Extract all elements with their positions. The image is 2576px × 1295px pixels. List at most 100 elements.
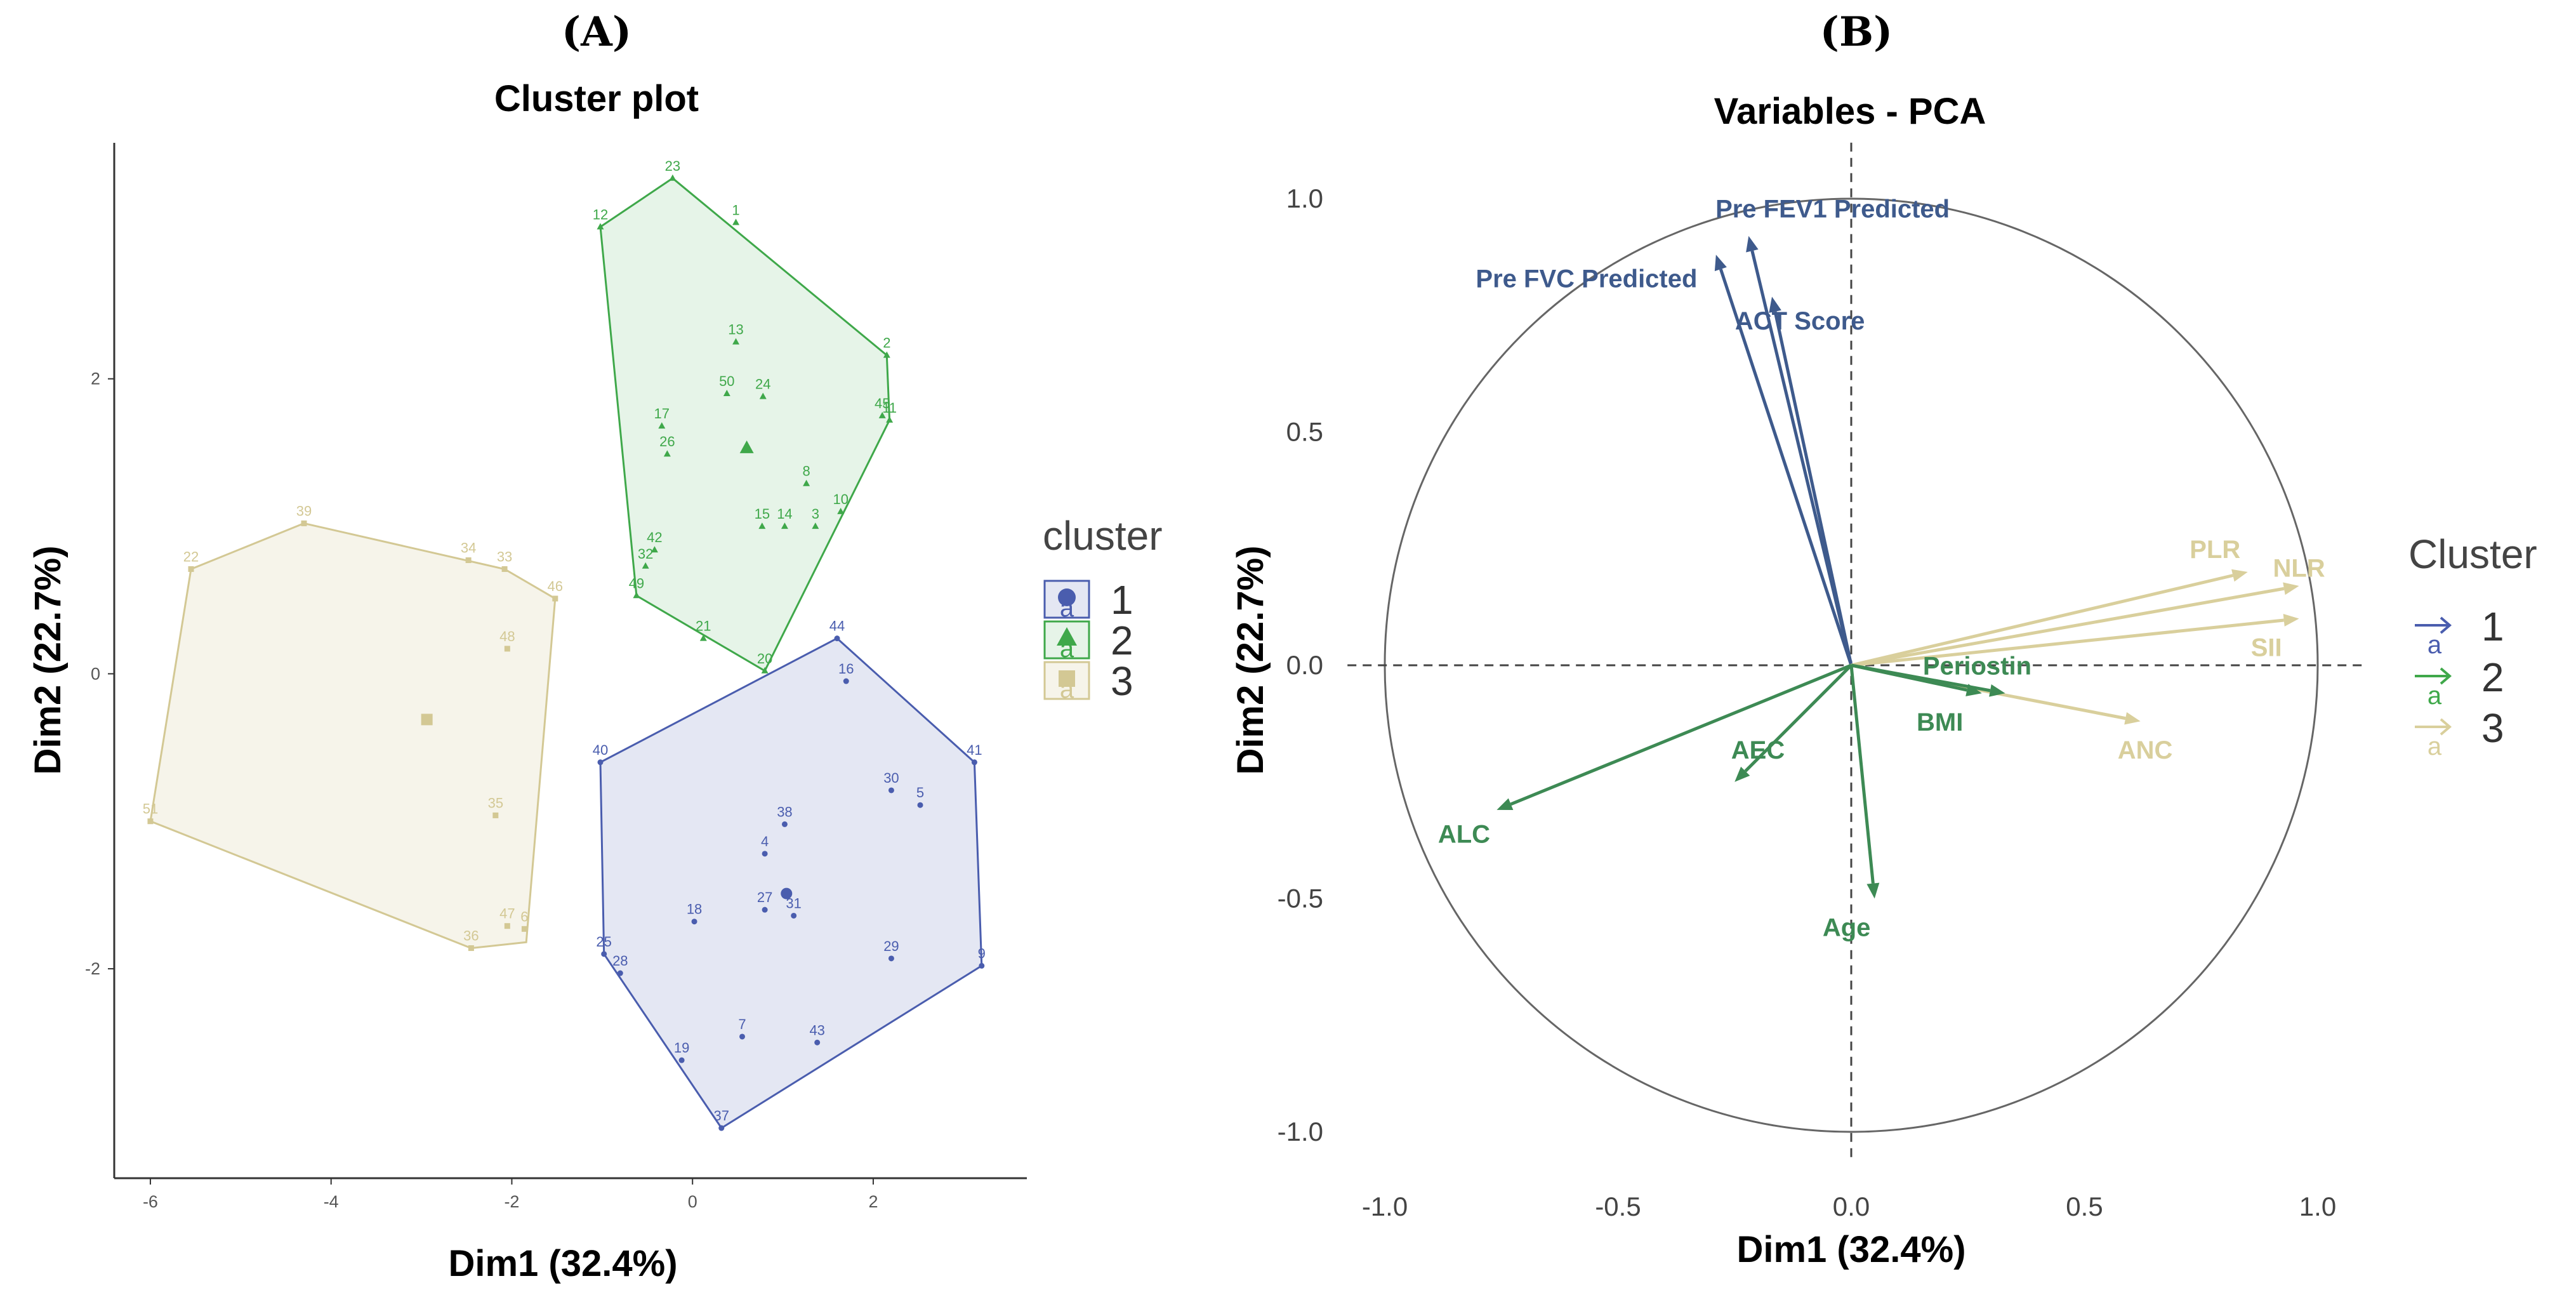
data-point: [732, 218, 740, 225]
y-tick-label: 0.5: [1286, 417, 1323, 447]
data-point: [504, 923, 510, 929]
data-point: [971, 759, 977, 766]
point-label: 45: [875, 395, 890, 411]
data-point: [758, 522, 766, 529]
y-tick-label: 0: [91, 664, 100, 683]
arrowhead-sii: [2283, 614, 2299, 627]
legend-title-a: cluster: [1043, 513, 1163, 559]
point-label: 18: [687, 901, 702, 917]
variable-label-pre-fvc-predicted: Pre FVC Predicted: [1476, 265, 1697, 293]
data-point: [739, 1033, 746, 1040]
legend-title-b: Cluster: [2408, 531, 2537, 577]
point-label: 23: [665, 158, 680, 174]
point-label: 6: [520, 908, 528, 924]
point-label: 27: [757, 889, 772, 905]
arrowhead-bmi: [1965, 684, 1982, 696]
data-point: [781, 821, 788, 827]
arrow-act-score: [1773, 311, 1853, 666]
data-point: [888, 955, 894, 962]
variable-label-act-score: ACT Score: [1735, 307, 1865, 335]
arrowhead-age: [1866, 882, 1880, 899]
legend-key-text: a: [1060, 635, 1074, 663]
data-point: [669, 174, 677, 181]
arrowhead-pre-fev1-predicted: [1746, 236, 1759, 253]
data-point: [834, 635, 840, 642]
data-point: [642, 562, 649, 569]
x-tick-label: 0: [688, 1192, 697, 1211]
pca-variables-panel: (B) Variables - PCA -1.0 -0.5 0.0 0.5 1.0 1.0…: [1230, 8, 2537, 1270]
legend-arrowhead-2: [2440, 667, 2452, 685]
data-point: [718, 1125, 725, 1131]
data-point: [761, 667, 769, 674]
variable-arrows: Pre FEV1 Predicted Pre FVC Predicted ACT S…: [1438, 195, 2325, 941]
arrowhead-anc: [2124, 712, 2141, 725]
point-label: 20: [757, 651, 772, 667]
legend-key-text: a: [2427, 631, 2442, 659]
x-tick-label: 1.0: [2299, 1192, 2336, 1221]
legend-marker-3: [1059, 670, 1075, 687]
variable-label-sii: SII: [2251, 634, 2282, 661]
cluster-1-hull: [599, 637, 983, 1130]
pca-legend: Cluster a 1 a 2 a 3: [2408, 531, 2537, 760]
point-label: 10: [833, 491, 848, 507]
data-point: [732, 338, 740, 345]
y-axis-title-b: Dim2 (22.7%): [1230, 545, 1271, 774]
arrow-age: [1849, 665, 1875, 884]
point-label: 1: [732, 202, 739, 218]
data-point: [633, 592, 640, 599]
variable-label-aec: AEC: [1731, 736, 1785, 764]
point-label: 46: [548, 578, 563, 594]
point-label: 14: [777, 506, 792, 522]
data-point: [597, 223, 604, 230]
arrowhead-act-score: [1769, 296, 1781, 313]
arrowhead-aec: [1734, 766, 1750, 782]
data-point: [147, 818, 154, 825]
legend-marker-1: [1058, 588, 1076, 606]
point-label: 26: [659, 434, 675, 449]
data-point: [601, 951, 607, 957]
cluster-3-hull: [149, 522, 557, 950]
legend-arrowhead-1: [2440, 616, 2452, 634]
y-tick-label: 1.0: [1286, 183, 1323, 213]
data-point: [883, 351, 890, 358]
x-tick-label: -4: [324, 1192, 339, 1211]
data-point: [762, 906, 768, 913]
arrow-pre-fvc-predicted: [1719, 269, 1853, 666]
point-label: 35: [488, 795, 503, 811]
point-label: 43: [809, 1022, 824, 1038]
y-tick-label: -2: [85, 959, 100, 978]
arrowhead-plr: [2231, 569, 2248, 582]
x-tick-label: -1.0: [1362, 1192, 1408, 1221]
arrow-alc: [1510, 663, 1852, 806]
data-point: [678, 1057, 685, 1063]
point-label: 12: [593, 206, 608, 222]
legend-label-3: 3: [1111, 658, 1133, 704]
x-tick-label: -6: [143, 1192, 158, 1211]
arrowhead-nlr: [2283, 582, 2299, 595]
arrow-aec: [1744, 664, 1853, 773]
data-point: [791, 912, 797, 919]
cluster-1-centroid: [781, 887, 793, 900]
point-label: 36: [463, 928, 479, 944]
arrow-plr: [1851, 574, 2233, 667]
point-label: 19: [674, 1040, 689, 1056]
pca-ticks: -1.0 -0.5 0.0 0.5 1.0 1.0 0.5 0.0 -0.5 -1.0: [1278, 183, 2337, 1221]
variable-label-pre-fev1-predicted: Pre FEV1 Predicted: [1715, 195, 1950, 223]
point-label: 29: [883, 938, 899, 954]
cluster-legend: cluster a 1 a 2 a 3: [1043, 513, 1163, 704]
legend-label-1: 1: [1111, 577, 1133, 623]
data-point: [878, 411, 886, 418]
variable-label-alc: ALC: [1438, 820, 1490, 848]
point-label: 30: [883, 770, 899, 786]
point-label: 17: [654, 406, 670, 422]
point-label: 47: [499, 906, 515, 922]
point-label: 13: [728, 322, 743, 338]
point-label: 7: [738, 1016, 746, 1032]
legend-key-text: a: [1060, 675, 1074, 703]
point-label: 50: [719, 373, 734, 389]
point-label: 11: [882, 400, 897, 416]
legend-label-2: 2: [1111, 618, 1133, 663]
point-label: 5: [916, 785, 924, 800]
